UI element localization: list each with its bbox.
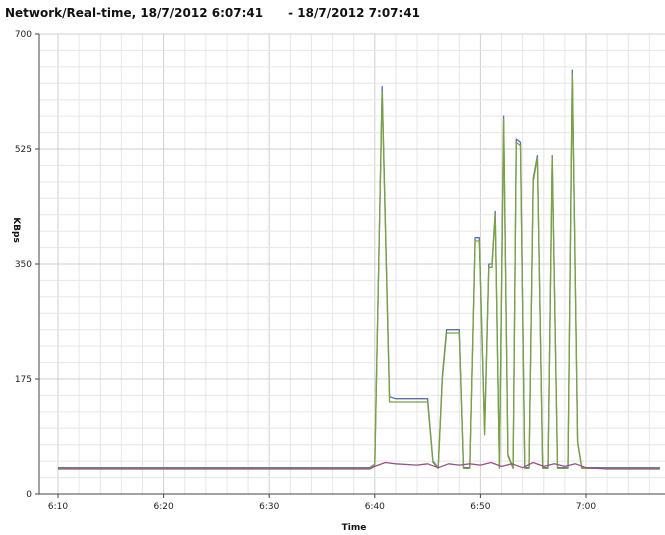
y-axis-label: KBps	[11, 217, 21, 243]
y-tick-label: 175	[15, 375, 32, 385]
grid	[39, 33, 665, 495]
x-tick-label: 6:10	[48, 502, 68, 512]
chart-title: Network/Real-time, 18/7/2012 6:07:41 - 1…	[5, 6, 421, 20]
x-tick-label: 7:00	[576, 502, 596, 512]
x-tick-label: 6:50	[470, 502, 490, 512]
x-tick-label: 6:30	[259, 502, 279, 512]
x-axis-label: Time	[342, 523, 367, 533]
series-line-1	[58, 72, 660, 470]
series-line-2	[58, 461, 660, 470]
axes: 0 175 350 525 700 6:10 6:20 6:30 6:40 6:50 7:00	[15, 30, 665, 512]
y-tick-label: 350	[15, 260, 32, 270]
x-tick-label: 6:40	[365, 502, 385, 512]
y-tick-label: 700	[15, 30, 32, 40]
series-group	[58, 69, 660, 470]
y-tick-label: 525	[15, 145, 32, 155]
x-tick-label: 6:20	[153, 502, 173, 512]
y-tick-label: 0	[26, 490, 32, 500]
